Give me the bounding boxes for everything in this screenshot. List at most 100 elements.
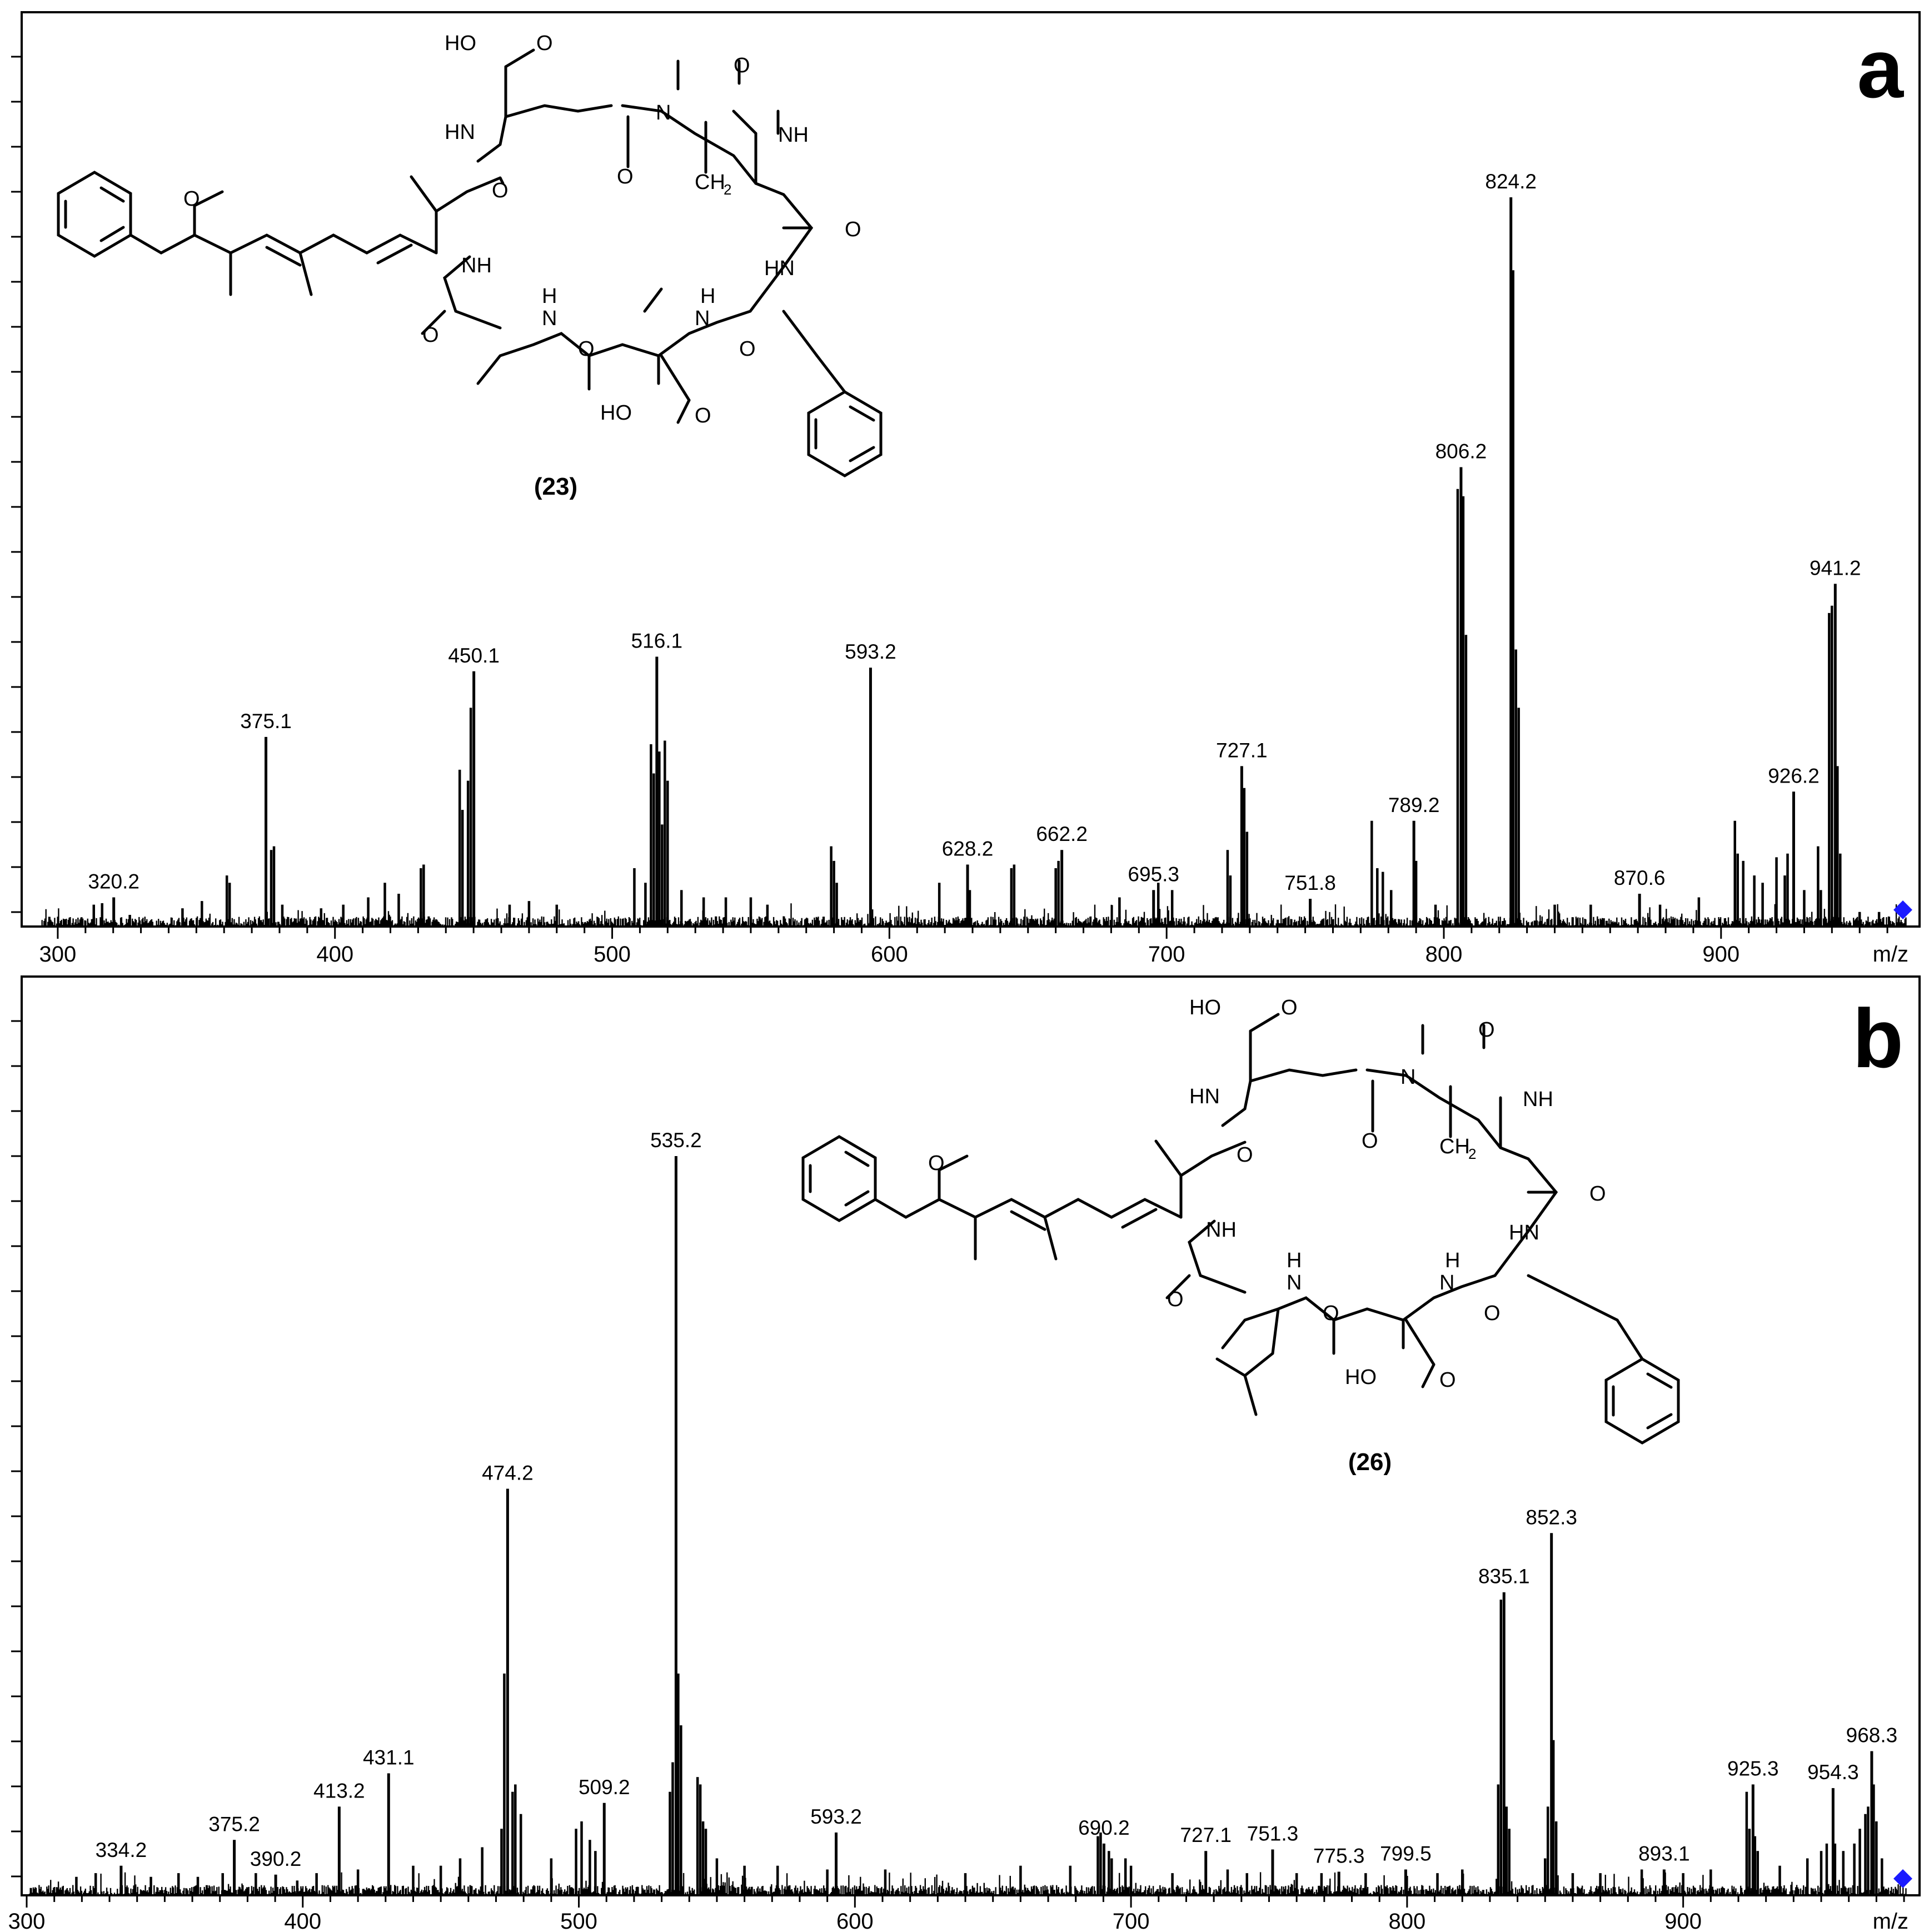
svg-text:HO: HO <box>600 401 632 425</box>
x-tick-label: 400 <box>284 1909 321 1932</box>
x-tick-label: 500 <box>560 1909 597 1932</box>
svg-text:HO: HO <box>1189 996 1221 1019</box>
peak-label: 925.3 <box>1727 1757 1779 1780</box>
peak-label: 727.1 <box>1216 739 1268 761</box>
svg-text:O: O <box>845 218 861 241</box>
compound-label-23: (23) <box>534 473 577 500</box>
panel-a-y-ticks <box>11 56 22 913</box>
svg-text:O: O <box>739 337 756 361</box>
structure-23-atoms: HO O HN N O NH O CH 2 O O O NH HN H N H … <box>183 32 861 427</box>
x-tick-label: 400 <box>316 942 353 967</box>
peak-label: 690.2 <box>1078 1816 1130 1839</box>
svg-text:H: H <box>1445 1249 1460 1272</box>
peak-label: 954.3 <box>1807 1761 1859 1784</box>
svg-text:O: O <box>928 1152 945 1175</box>
svg-text:HO: HO <box>1345 1366 1377 1389</box>
svg-text:O: O <box>1484 1302 1501 1325</box>
svg-text:HO: HO <box>445 32 476 55</box>
svg-text:O: O <box>1362 1129 1378 1153</box>
svg-text:O: O <box>578 337 595 361</box>
x-tick-label: 800 <box>1425 942 1463 967</box>
svg-text:NH: NH <box>1523 1088 1553 1111</box>
svg-text:O: O <box>536 32 553 55</box>
peak-label: 375.1 <box>240 710 292 733</box>
svg-text:NH: NH <box>1206 1218 1237 1242</box>
peak-label: 775.3 <box>1313 1844 1365 1867</box>
phenyl-ring-left <box>801 1135 877 1222</box>
x-tick-label: 600 <box>836 1909 874 1932</box>
peak-label: 474.2 <box>482 1462 534 1485</box>
svg-text:2: 2 <box>1468 1146 1476 1162</box>
compound-label-26: (26) <box>1348 1448 1392 1476</box>
peak-label: 835.1 <box>1478 1565 1530 1588</box>
x-tick-label: 700 <box>1148 942 1185 967</box>
svg-text:N: N <box>656 101 671 125</box>
svg-text:O: O <box>617 165 634 188</box>
peak-label: 852.3 <box>1526 1506 1577 1528</box>
x-axis-title: m/z <box>1873 1909 1908 1932</box>
panel-b-y-ticks <box>11 1020 22 1878</box>
x-tick-label: 700 <box>1113 1909 1150 1932</box>
svg-text:O: O <box>695 404 711 427</box>
svg-text:O: O <box>1281 996 1298 1019</box>
svg-text:HN: HN <box>1189 1085 1220 1108</box>
svg-text:CH: CH <box>695 171 725 194</box>
svg-text:H: H <box>1287 1249 1302 1272</box>
svg-text:CH: CH <box>1439 1135 1470 1158</box>
peak-label: 509.2 <box>579 1776 630 1799</box>
svg-text:O: O <box>1589 1182 1606 1206</box>
svg-text:HN: HN <box>764 257 795 280</box>
peak-label: 893.1 <box>1638 1842 1690 1865</box>
svg-text:O: O <box>1237 1143 1253 1167</box>
peak-label: 824.2 <box>1485 170 1537 193</box>
baseline-noise <box>28 1872 1907 1895</box>
panel-b-spectrum: 334.2 375.2 390.2 413.2 431.1 474.2 509.2 535.2… <box>28 1129 1912 1895</box>
panel-a-x-axis: 300 400 500 600 700 800 900 m/z <box>39 927 1908 967</box>
svg-text:HN: HN <box>1509 1221 1539 1244</box>
peak-label: 799.5 <box>1380 1842 1432 1865</box>
peak-label: 727.1 <box>1180 1824 1232 1846</box>
peak-label: 870.6 <box>1614 867 1666 889</box>
peak-label: 806.2 <box>1435 440 1487 462</box>
peak-label: 593.2 <box>845 640 896 663</box>
x-tick-label: 500 <box>594 942 631 967</box>
peak-label: 751.8 <box>1284 872 1336 894</box>
panel-b-letter: b <box>1852 992 1903 1085</box>
peak-label: 751.3 <box>1247 1823 1299 1845</box>
svg-text:O: O <box>1167 1288 1184 1311</box>
panel-a: 320.2 375.1 450.1 516.1 593.2 628.2 662.2 695.3… <box>11 11 1921 967</box>
peak-label: 320.2 <box>88 870 139 893</box>
peak-label: 628.2 <box>942 837 994 860</box>
peak-label: 593.2 <box>810 1805 862 1828</box>
svg-text:2: 2 <box>724 181 731 198</box>
peak-label: 334.2 <box>96 1839 147 1861</box>
structure-26-atoms: HO O HN N O NH O CH 2 O O O NH HN H N H … <box>928 996 1606 1392</box>
peak-label: 431.1 <box>363 1746 415 1769</box>
svg-text:H: H <box>700 285 715 308</box>
x-tick-label: 800 <box>1388 1909 1425 1932</box>
phenyl-ring-bottom <box>1604 1357 1680 1445</box>
svg-text:N: N <box>1287 1271 1302 1294</box>
svg-text:NH: NH <box>778 123 809 147</box>
peak-label: 450.1 <box>448 644 500 667</box>
svg-text:N: N <box>1400 1065 1415 1089</box>
svg-text:N: N <box>1439 1271 1454 1294</box>
peak-label: 375.2 <box>208 1813 260 1835</box>
marker-diamond-icon <box>1893 1869 1912 1888</box>
peak-label: 695.3 <box>1128 863 1179 885</box>
panel-b-x-axis: 300 400 500 600 700 800 900 m/z <box>8 1895 1908 1932</box>
panel-a-letter: a <box>1857 22 1905 115</box>
peak-label: 390.2 <box>250 1848 302 1870</box>
panel-a-frame <box>21 11 1921 928</box>
peak-label: 789.2 <box>1388 794 1440 816</box>
x-tick-label: 600 <box>871 942 908 967</box>
structure-23 <box>57 48 883 477</box>
svg-text:O: O <box>734 54 750 77</box>
peak-label: 535.2 <box>650 1129 702 1152</box>
structure-26 <box>801 1013 1680 1445</box>
svg-text:N: N <box>542 307 557 330</box>
phenyl-ring-bottom <box>807 390 883 477</box>
peak-label: 941.2 <box>1810 556 1861 579</box>
svg-text:O: O <box>492 179 509 202</box>
svg-text:O: O <box>183 187 200 211</box>
